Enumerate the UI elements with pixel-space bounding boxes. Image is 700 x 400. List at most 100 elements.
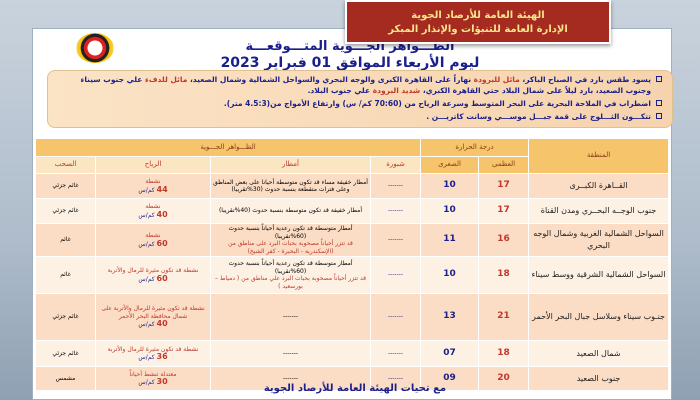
wind-cell: معتدلة تنشط أحياناً 30 كم/س	[95, 366, 212, 391]
clouds-cell: غائم	[34, 256, 97, 294]
checkbox-icon	[656, 113, 662, 119]
fog-cell: -------	[370, 256, 422, 294]
rain-text: -------	[282, 349, 299, 357]
min-temp-cell: 10	[420, 256, 480, 294]
clouds-cell: غائم	[34, 223, 97, 257]
rain-cell: أمطار خفيفة مساء قد تكون متوسطة أحيانا ع…	[210, 173, 372, 199]
department-name: الإدارة العامة للتنبؤات والإنذار المبكر	[388, 24, 568, 35]
wind-speed: 60	[156, 273, 168, 283]
header-phenomena: الظـــواهر الجـــوية	[34, 138, 422, 157]
rain-text: -------	[282, 374, 299, 382]
table-row: شمال الصعيد 18 07 ------- ------- نشطة ق…	[34, 340, 670, 367]
max-temp-cell: 18	[478, 340, 530, 367]
wind-speed: 30	[156, 377, 168, 386]
wind-unit: كم/س	[138, 379, 155, 386]
clouds-cell: مشمس	[34, 366, 97, 391]
header-temp: درجة الحرارة	[420, 138, 530, 157]
wind-desc: نشطة	[145, 203, 161, 210]
wind-desc: نشطة قد تكون مثيرة للرمال والأتربة على ش…	[101, 305, 205, 320]
header-clouds: السحب	[34, 156, 97, 174]
fog-cell: -------	[370, 173, 422, 199]
rain-cell: -------	[210, 340, 372, 367]
rain-text: أمطار متوسطة قد تكون رعدية أحياناً بنسبة…	[228, 225, 353, 240]
org-name: الهيئة العامة للأرصاد الجوية	[411, 10, 545, 21]
organization-banner: الهيئة العامة للأرصاد الجوية الإدارة الع…	[345, 0, 611, 44]
min-temp-cell: 07	[420, 340, 480, 367]
fog-cell: -------	[370, 340, 422, 367]
rain-cell: أمطار متوسطة قد تكون رعدية أحياناً بنسبة…	[210, 256, 372, 294]
forecast-table: المنطقة درجة الحرارة الظـــواهر الجـــوي…	[34, 138, 670, 391]
wind-unit: كم/س	[138, 211, 155, 219]
max-temp-cell: 17	[478, 173, 530, 199]
wind-unit: كم/س	[138, 240, 155, 248]
max-temp-cell: 18	[478, 256, 530, 294]
region-cell: السواحل الشمالية الغربية وشمال الوجه الب…	[528, 223, 670, 257]
wind-cell: نشطة قد تكون مثيرة للرمال والأتربة على ش…	[95, 293, 212, 341]
header-wind: الرياح	[95, 156, 212, 174]
table-row: القــاهرة الكبــرى 17 10 ------- أمطار خ…	[34, 173, 670, 199]
region-cell: جنـوب سيناء وسلاسل جبال البحر الأحمر	[528, 293, 670, 341]
wind-unit: كم/س	[138, 321, 155, 329]
footer-greeting: مع تحيات الهيئة العامة للأرصاد الجوية	[263, 383, 447, 394]
wind-speed: 36	[156, 352, 168, 361]
clouds-cell: غائم جزئي	[34, 198, 97, 224]
wind-speed: 40	[156, 319, 168, 329]
rain-text: أمطار خفيفة قد تكون متوسطة بنسبة حدوث (4…	[218, 207, 363, 215]
clouds-cell: غائم جزئي	[34, 293, 97, 341]
wind-desc: نشطة قد تكون مثيرة للرمال والأتربة	[107, 345, 199, 353]
region-cell: شمال الصعيد	[528, 340, 670, 367]
wind-speed: 40	[156, 209, 168, 219]
fog-cell: -------	[370, 198, 422, 224]
header-rain: أمطار	[210, 156, 372, 174]
bullet-item: اضطراب في الملاحة البحرية على البحر المت…	[58, 98, 662, 109]
title-date: ليوم الأربعاء الموافق 01 فبراير 2023	[220, 55, 480, 71]
max-temp-cell: 17	[478, 198, 530, 224]
wind-desc: معتدلة تنشط أحياناً	[129, 370, 177, 378]
wind-desc: نشطة	[145, 232, 161, 239]
checkbox-icon	[656, 100, 662, 106]
checkbox-icon	[656, 76, 662, 82]
table-row: جنـوب سيناء وسلاسل جبال البحر الأحمر 21 …	[34, 293, 670, 341]
table-row: السواحل الشمالية الغربية وشمال الوجه الب…	[34, 223, 670, 257]
header-fog: شبورة	[370, 156, 422, 174]
wind-unit: كم/س	[138, 186, 155, 194]
max-temp-cell: 20	[478, 366, 530, 391]
bullet-item: تتكـــون الثـــلوج على قمة جبـــل موســـ…	[58, 111, 662, 122]
clouds-cell: غائم جزئي	[34, 173, 97, 199]
region-cell: جنوب الوجــه البحــري ومدن القناة	[528, 198, 670, 224]
header-min: الصغرى	[420, 156, 480, 174]
rain-text: أمطار خفيفة مساء قد تكون متوسطة أحيانا ع…	[213, 178, 368, 194]
wind-cell: نشطة قد تكون مثيرة للرمال والأتربة 60 كم/…	[95, 256, 212, 294]
max-temp-cell: 16	[478, 223, 530, 257]
table-row: جنوب الوجــه البحــري ومدن القناة 17 10 …	[34, 198, 670, 224]
table-row: السواحل الشمالية الشرقية ووسط سيناء 18 1…	[34, 256, 670, 294]
wind-desc: نشطة	[145, 178, 161, 185]
wind-desc: نشطة قد تكون مثيرة للرمال والأتربة	[107, 267, 199, 274]
wind-cell: نشطة قد تكون مثيرة للرمال والأتربة 36 كم/…	[95, 340, 212, 367]
header-region: المنطقة	[528, 138, 670, 174]
bullet-item: يسود طقس بارد في الصباح الباكر، مائل للب…	[58, 74, 662, 96]
summary-bullets: يسود طقس بارد في الصباح الباكر، مائل للب…	[47, 70, 673, 128]
rain-cell: -------	[210, 366, 372, 391]
wind-cell: نشطة 44 كم/س	[95, 173, 212, 199]
fog-cell: -------	[370, 366, 422, 391]
wind-unit: كم/س	[138, 354, 155, 361]
rain-warning: قد تتزر أحياناً مصحوبة بحبات البرد علي م…	[215, 275, 367, 290]
wind-speed: 44	[156, 184, 168, 194]
region-cell: السواحل الشمالية الشرقية ووسط سيناء	[528, 256, 670, 294]
min-temp-cell: 09	[420, 366, 480, 391]
wind-cell: نشطة 60 كم/س	[95, 223, 212, 257]
wind-unit: كم/س	[138, 275, 155, 283]
rain-warning: قد تتزر أحياناً مصحوبة بحبات البرد على م…	[228, 240, 353, 255]
header-max: العظمى	[478, 156, 530, 174]
max-temp-cell: 21	[478, 293, 530, 341]
rain-cell: -------	[210, 293, 372, 341]
min-temp-cell: 10	[420, 198, 480, 224]
wind-speed: 60	[156, 238, 168, 248]
fog-cell: -------	[370, 223, 422, 257]
min-temp-cell: 11	[420, 223, 480, 257]
min-temp-cell: 13	[420, 293, 480, 341]
ema-logo	[76, 33, 114, 63]
fog-cell: -------	[370, 293, 422, 341]
min-temp-cell: 10	[420, 173, 480, 199]
